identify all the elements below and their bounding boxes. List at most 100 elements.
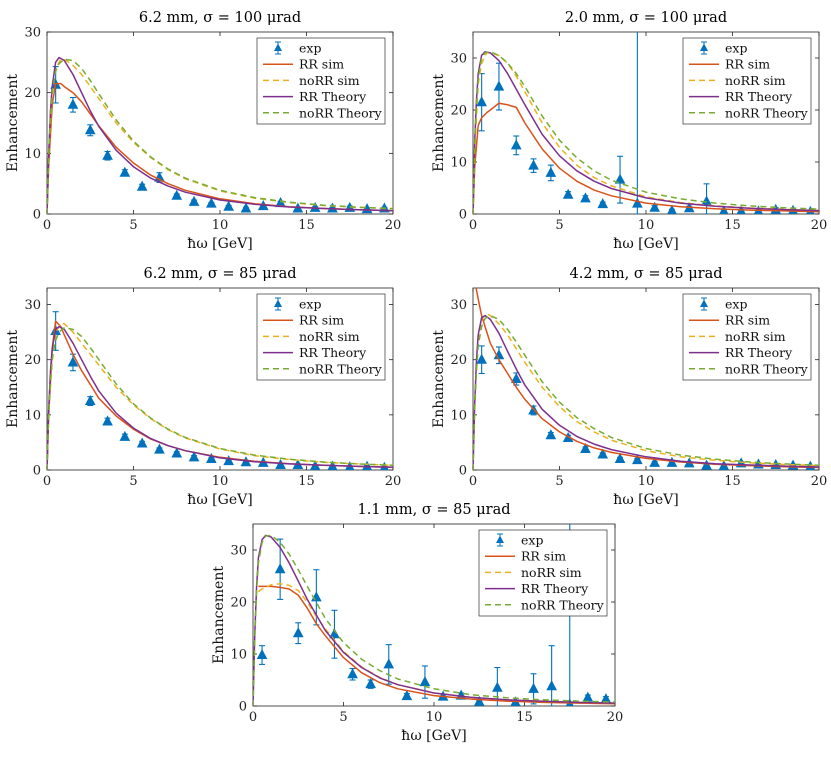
series-rr-sim-line	[473, 102, 819, 214]
legend-rr-theory-label: RR Theory	[725, 345, 793, 360]
legend-norr-theory-label: noRR Theory	[725, 361, 809, 376]
y-tick-label: 20	[230, 596, 247, 611]
exp-marker	[102, 415, 113, 426]
exp-marker	[545, 166, 557, 177]
y-tick-label: 20	[24, 353, 41, 368]
exp-marker	[274, 563, 286, 574]
exp-marker	[597, 448, 609, 459]
x-tick-label: 20	[385, 218, 402, 233]
panel-3: 0 5 10 15 20 0 10 20 30 6.2 mm, σ = 85 μrad ħω [Ge…	[5, 266, 401, 508]
exp-marker	[649, 456, 660, 467]
y-tick-label: 10	[230, 648, 247, 663]
exp-marker	[188, 451, 200, 462]
legend-norr-theory-label: noRR Theory	[725, 105, 809, 120]
x-tick-label: 5	[129, 474, 137, 489]
exp-marker	[546, 680, 557, 691]
x-tick-label: 10	[212, 218, 229, 233]
exp-marker	[154, 443, 165, 454]
legend-rr-theory-label: RR Theory	[725, 89, 793, 104]
series-rr-sim-line	[258, 585, 615, 705]
exp-marker	[493, 80, 505, 91]
legend-norr-sim-label: noRR sim	[299, 329, 360, 344]
exp-marker	[67, 98, 79, 109]
series-rr-theory-line	[47, 325, 393, 470]
legend-exp-marker	[496, 535, 504, 543]
y-tick-label: 0	[33, 208, 41, 223]
plot-area	[253, 524, 615, 706]
exp-marker	[492, 681, 503, 692]
y-tick-label: 0	[33, 464, 41, 479]
x-tick-label: 20	[385, 474, 402, 489]
series-norr-theory-line	[47, 326, 393, 470]
exp-marker	[240, 202, 252, 213]
x-tick-label: 10	[426, 710, 443, 725]
y-axis-label: Enhancement	[5, 330, 21, 428]
y-tick-label: 20	[450, 353, 467, 368]
legend-rr-sim-label: RR sim	[725, 57, 770, 72]
y-axis-label: Enhancement	[5, 74, 21, 172]
exp-marker	[580, 442, 591, 454]
exp-marker	[223, 200, 234, 211]
exp-marker	[102, 149, 113, 160]
exp-marker	[545, 429, 557, 440]
exp-marker	[206, 452, 217, 463]
exp-marker	[419, 676, 431, 687]
plot-area	[473, 288, 819, 470]
plot-area	[473, 32, 819, 214]
y-tick-label: 0	[239, 700, 247, 715]
legend-rr-sim-label: RR sim	[299, 57, 344, 72]
exp-marker	[206, 197, 217, 208]
x-tick-label: 10	[212, 474, 229, 489]
chart-title: 2.0 mm, σ = 100 μrad	[565, 10, 727, 26]
panel-4: 0 5 10 15 20 0 10 20 30 4.2 mm, σ = 85 μrad ħω [Ge…	[431, 266, 827, 508]
legend-norr-theory-label: noRR Theory	[521, 597, 605, 612]
exp-marker	[171, 189, 183, 200]
exp-marker	[119, 430, 131, 441]
x-tick-label: 20	[607, 710, 624, 725]
series-norr-theory-line	[473, 51, 819, 214]
exp-marker	[136, 437, 148, 448]
exp-marker	[401, 690, 413, 701]
exp-marker	[597, 198, 609, 209]
y-tick-label: 10	[24, 408, 41, 423]
panel-1: 0 5 10 15 20 0 10 20 30 6.2 mm, σ = 100 μrad ħω [G…	[5, 10, 401, 252]
exp-marker	[136, 180, 148, 191]
x-tick-label: 0	[43, 474, 51, 489]
y-axis-label: Enhancement	[431, 330, 447, 428]
x-axis-label: ħω [GeV]	[613, 492, 678, 508]
x-tick-label: 5	[555, 218, 563, 233]
x-tick-label: 10	[638, 474, 655, 489]
y-tick-label: 0	[459, 208, 467, 223]
y-tick-label: 10	[24, 147, 41, 162]
exp-marker	[476, 96, 487, 107]
x-axis-label: ħω [GeV]	[187, 236, 252, 252]
exp-marker	[223, 455, 234, 466]
y-tick-label: 30	[230, 544, 247, 559]
x-tick-label: 0	[249, 710, 257, 725]
legend-exp-marker	[700, 299, 708, 307]
legend-exp-marker	[700, 43, 708, 51]
series-rr-theory-line	[47, 56, 393, 214]
exp-marker	[327, 202, 338, 213]
legend-exp-label: exp	[299, 41, 321, 56]
exp-marker	[171, 447, 183, 458]
y-tick-label: 20	[450, 104, 467, 119]
y-tick-label: 30	[24, 26, 41, 41]
chart-title: 1.1 mm, σ = 85 μrad	[358, 502, 511, 518]
series-norr-theory-line	[473, 314, 819, 470]
exp-marker	[347, 668, 358, 679]
x-tick-label: 20	[811, 218, 828, 233]
exp-marker	[67, 356, 79, 367]
exp-marker	[528, 682, 539, 693]
exp-marker	[188, 195, 200, 206]
exp-marker	[510, 139, 522, 150]
plot-area	[47, 56, 393, 214]
exp-marker	[632, 454, 643, 465]
exp-marker	[476, 353, 487, 364]
exp-marker	[256, 648, 268, 660]
exp-marker	[701, 459, 712, 470]
x-tick-label: 15	[298, 474, 315, 489]
exp-marker	[719, 205, 729, 214]
legend-exp-label: exp	[725, 41, 747, 56]
